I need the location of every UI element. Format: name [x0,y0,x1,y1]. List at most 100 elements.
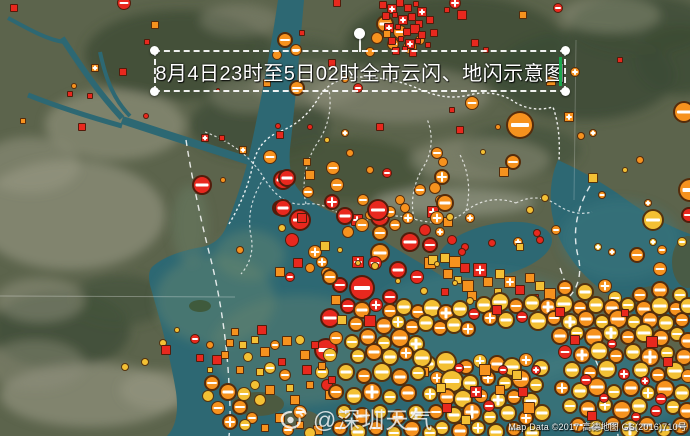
minus-sign-icon [525,399,537,403]
minus-sign-icon [500,318,512,322]
lightning-marker-yellow-circle [451,300,469,318]
lightning-marker-red-square [515,285,525,295]
lightning-marker-yellow-circle [480,149,486,155]
lightning-marker-orange-circle [434,169,450,185]
lightning-marker-orange-circle [460,321,476,337]
minus-sign-icon [611,355,621,357]
lightning-marker-yellow-circle [237,387,251,401]
lightning-marker-red-square [119,68,127,76]
lightning-marker-orange-circle [629,247,645,263]
minus-sign-icon [682,339,690,343]
plus-sign-icon [204,135,206,141]
minus-sign-icon [425,244,435,246]
weibo-icon [280,407,307,429]
minus-sign-icon [582,379,590,381]
lightning-marker-orange-square [221,351,229,359]
minus-sign-icon [272,344,278,346]
minus-sign-icon [668,369,682,373]
minus-sign-icon [356,414,368,418]
lightning-marker-orange-circle [678,178,690,202]
lightning-marker-red-square [413,1,419,7]
plus-sign-icon [535,367,537,373]
minus-sign-icon [403,240,417,244]
minus-sign-icon [509,396,519,398]
selection-handle-se[interactable] [561,87,570,96]
minus-sign-icon [683,375,690,377]
minus-sign-icon [657,398,665,400]
minus-sign-icon [433,152,441,154]
lightning-marker-red-square [379,1,387,9]
weibo-handle: @深圳天气 [313,407,434,433]
plus-sign-icon [525,413,527,423]
selection-handle-sw[interactable] [150,87,159,96]
minus-sign-icon [335,284,345,286]
minus-sign-icon [572,332,582,334]
lightning-marker-orange-circle [465,96,479,110]
minus-sign-icon [654,288,666,292]
lightning-marker-yellow-circle [642,209,664,231]
lightning-marker-yellow-circle [121,363,129,371]
plus-sign-icon [331,197,333,207]
lightning-marker-yellow-square [428,255,438,265]
lightning-marker-orange-circle [316,256,328,268]
lightning-marker-red-square [67,91,73,97]
lightning-marker-red-square [396,0,404,7]
minus-sign-icon [467,102,477,104]
lightning-marker-orange-circle [431,147,443,159]
lightning-marker-red-square [196,354,204,362]
minus-sign-icon [375,411,385,413]
lightning-marker-orange-square [564,112,574,122]
lightning-marker-orange-circle [506,111,534,139]
lightning-marker-red-circle [143,113,149,119]
minus-sign-icon [425,432,435,434]
plus-sign-icon [391,6,393,12]
map-title-text[interactable]: 8月4日23时至5日02时全市云闪、地闪示意图 [155,62,565,85]
lightning-marker-yellow-circle [606,384,622,400]
minus-sign-icon [265,156,275,158]
lightning-marker-orange-circle [570,417,586,433]
title-textbox[interactable]: 8月4日23时至5日02时全市云闪、地闪示意图 [150,28,570,96]
lightning-marker-yellow-circle [337,247,343,253]
minus-sign-icon [531,319,545,323]
lightning-marker-red-square [278,358,286,366]
selection-handle-ne[interactable] [561,46,570,55]
minus-sign-icon [277,206,289,210]
minus-sign-icon [325,276,335,278]
minus-sign-icon [652,410,660,412]
lightning-marker-red-square [297,213,307,223]
lightning-marker-yellow-circle [355,260,361,266]
lightning-marker-orange-circle [332,420,348,436]
lightning-marker-orange-square [383,30,391,38]
lightning-marker-orange-circle [653,262,667,276]
plus-sign-icon [604,281,606,291]
minus-sign-icon [549,317,559,319]
rotation-handle[interactable] [354,28,365,39]
minus-sign-icon [660,321,672,325]
lightning-marker-yellow-square [535,281,545,291]
lightning-marker-orange-circle [372,225,388,241]
lightning-marker-orange-circle [206,341,214,349]
minus-sign-icon [655,268,665,270]
lightning-marker-red-circle [516,311,528,323]
minus-sign-icon [323,316,337,320]
lightning-marker-red-square [617,57,623,63]
lightning-marker-orange-circle [330,178,344,192]
lightning-marker-red-square [212,355,222,365]
selection-handle-nw[interactable] [150,46,159,55]
minus-sign-icon [637,331,651,335]
lightning-marker-orange-circle [305,263,315,273]
minus-sign-icon [493,300,507,304]
lightning-marker-orange-circle [428,404,444,420]
minus-sign-icon [368,350,380,354]
lightning-marker-yellow-circle [349,423,367,436]
lightning-marker-red-circle [117,0,131,10]
minus-sign-icon [317,371,327,373]
minus-sign-icon [560,351,570,353]
lightning-marker-orange-circle [657,245,667,255]
lightning-marker-red-circle [536,236,544,244]
plus-sign-icon [407,214,409,222]
minus-sign-icon [342,78,348,80]
minus-sign-icon [335,427,345,429]
minus-sign-icon [611,317,625,321]
lightning-marker-yellow-circle [563,361,581,379]
